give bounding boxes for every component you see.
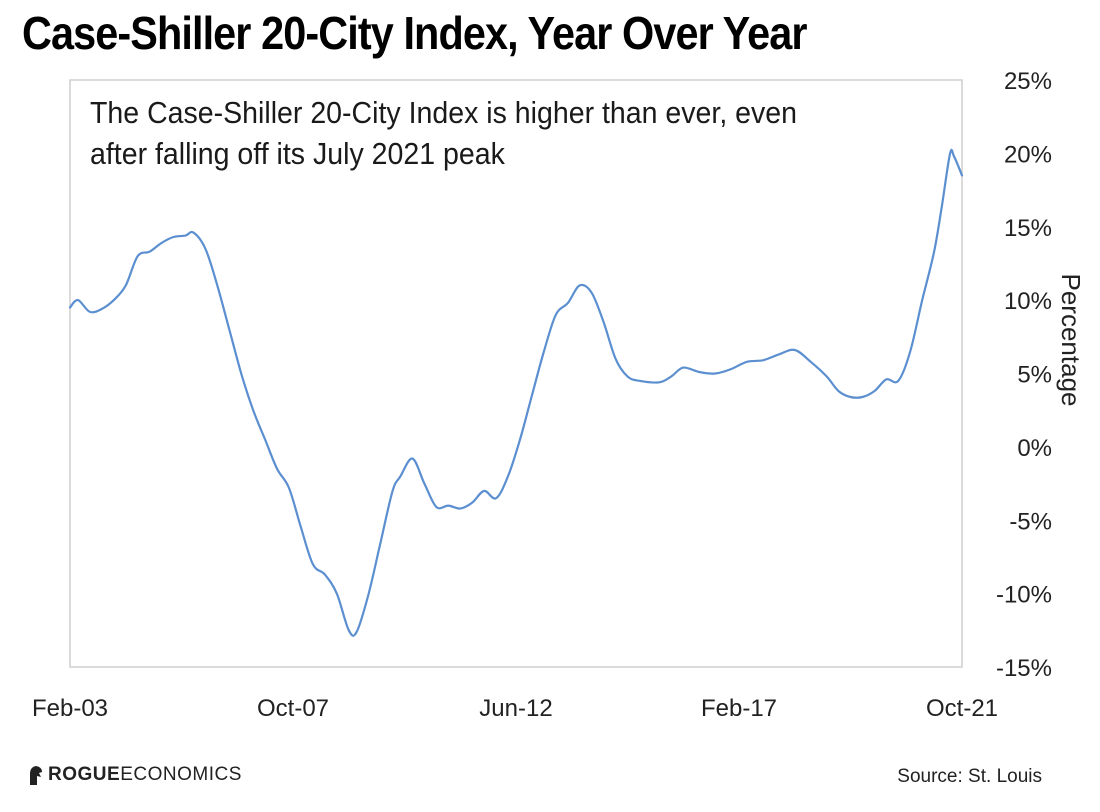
publisher-logo: ROGUE ECONOMICS [28, 764, 242, 786]
y-tick-label: 10% [1004, 288, 1052, 315]
chart-annotation: The Case-Shiller 20-City Index is higher… [90, 95, 798, 171]
rogue-logo-icon [30, 766, 42, 785]
x-axis-ticks: Feb-03 Oct-07 Jun-12 Feb-17 Oct-21 [32, 695, 998, 722]
series-line [68, 148, 964, 637]
x-tick-label: Jun-12 [479, 695, 552, 722]
y-tick-label: 20% [1004, 141, 1052, 168]
source-note: Source: St. Louis [897, 766, 1042, 787]
y-tick-label: -15% [996, 655, 1052, 682]
y-tick-label: -10% [996, 582, 1052, 609]
chart-title: Case-Shiller 20-City Index, Year Over Ye… [22, 7, 807, 59]
data-points [69, 152, 963, 632]
x-tick-label: Oct-07 [257, 695, 329, 722]
y-axis-label: Percentage [1056, 274, 1086, 407]
plot-frame [69, 79, 963, 668]
logo-text-rest: ECONOMICS [120, 764, 242, 785]
y-tick-label: 15% [1004, 215, 1052, 242]
y-tick-label: 0% [1017, 435, 1052, 462]
logo-text-strong: ROGUE [48, 764, 121, 785]
y-axis-ticks: 25% 20% 15% 10% 5% 0% -5% -10% -15% [996, 68, 1052, 682]
x-tick-label: Feb-03 [32, 695, 108, 722]
x-tick-label: Feb-17 [701, 695, 777, 722]
x-tick-label: Oct-21 [926, 695, 998, 722]
y-tick-label: 5% [1017, 362, 1052, 389]
y-tick-label: 25% [1004, 68, 1052, 95]
y-tick-label: -5% [1009, 508, 1052, 535]
